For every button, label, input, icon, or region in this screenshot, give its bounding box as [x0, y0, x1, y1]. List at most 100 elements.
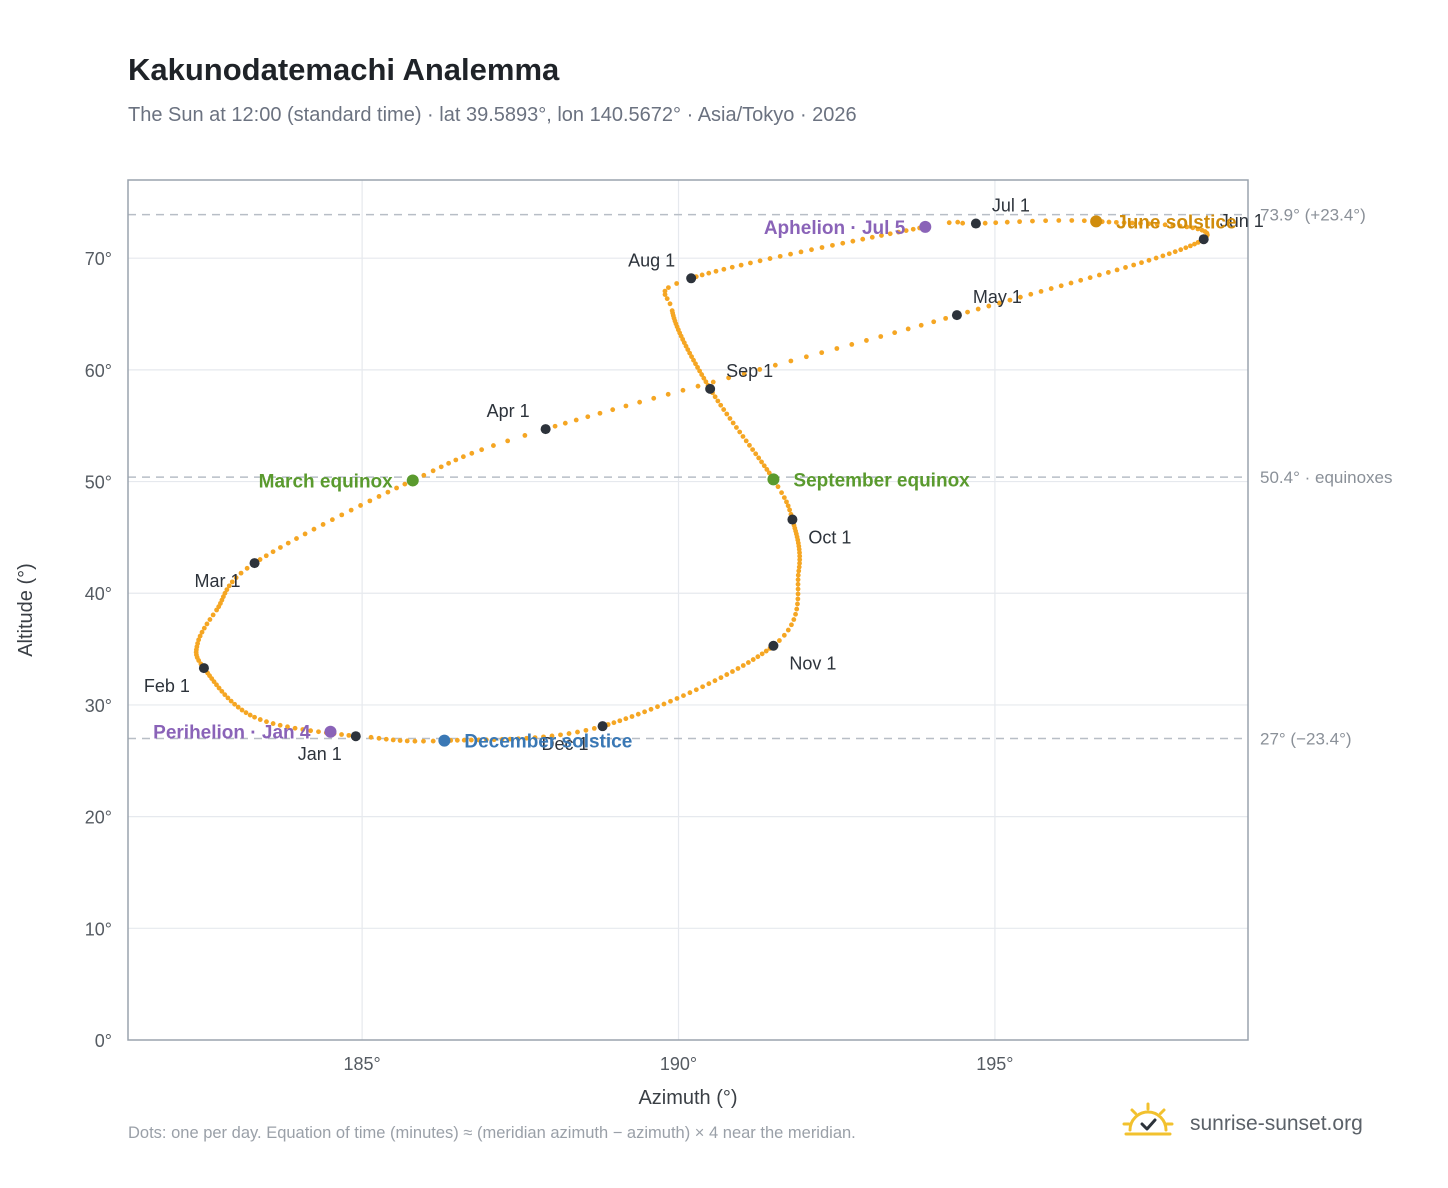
daily-dot [1187, 243, 1193, 249]
daily-dot [438, 464, 444, 470]
daily-dot [376, 735, 382, 741]
daily-dot [1199, 227, 1205, 233]
daily-dot [575, 729, 580, 735]
daily-dot [394, 485, 399, 491]
daily-dot [390, 737, 396, 743]
daily-dot [710, 379, 716, 385]
brand-text[interactable]: sunrise-sunset.org [1190, 1112, 1363, 1135]
daily-dot [270, 549, 276, 555]
daily-dot [795, 591, 801, 597]
daily-dot [446, 460, 452, 466]
daily-dot [712, 394, 718, 400]
daily-dot [1007, 297, 1013, 303]
page-subtitle: The Sun at 12:00 (standard time) · lat 3… [128, 104, 857, 126]
y-tick-label: 30° [85, 696, 112, 716]
daily-dot [903, 228, 909, 234]
daily-dot [879, 233, 884, 238]
daily-dot [522, 433, 528, 438]
daily-dot [468, 737, 474, 743]
daily-dot [795, 581, 801, 587]
daily-dot [1038, 289, 1044, 294]
y-tick-label: 70° [85, 249, 112, 269]
daily-dot [730, 669, 735, 674]
daily-dot [892, 330, 898, 336]
daily-dot [224, 587, 230, 593]
reference-label: 50.4° · equinoxes [1260, 468, 1393, 487]
daily-dot [726, 375, 732, 381]
daily-dot [397, 738, 403, 743]
daily-dot [210, 612, 216, 618]
daily-dot [1129, 220, 1135, 226]
daily-dot [797, 557, 803, 563]
daily-dot [763, 648, 769, 654]
daily-dot [285, 540, 291, 546]
reference-label: 73.9° (+23.4°) [1260, 206, 1366, 225]
daily-dot [623, 403, 629, 409]
daily-dot [195, 641, 201, 646]
daily-dot [772, 362, 778, 368]
daily-dot [235, 704, 241, 710]
grid-layer [128, 180, 1248, 1040]
daily-dot [781, 632, 787, 638]
y-tick-label: 20° [85, 808, 112, 828]
daily-dot [743, 438, 749, 444]
daily-dot [196, 637, 202, 643]
daily-dot [795, 586, 801, 592]
daily-dot [1184, 224, 1190, 230]
daily-dot [860, 236, 866, 242]
month-label: Jan 1 [298, 744, 342, 764]
daily-dot [819, 245, 825, 250]
daily-dot [796, 564, 802, 570]
daily-dot [1146, 221, 1152, 227]
daily-dot [207, 617, 213, 622]
daily-dot [216, 685, 222, 691]
daily-dot [905, 326, 911, 332]
daily-dot [955, 219, 961, 225]
month-marker [686, 273, 697, 284]
brand[interactable]: sunrise-sunset.org [1120, 1100, 1390, 1148]
daily-dot [1154, 221, 1160, 227]
daily-dot [204, 621, 210, 627]
daily-dot [225, 695, 231, 701]
daily-dot [232, 701, 238, 707]
daily-dot [699, 372, 705, 377]
daily-dot [1166, 251, 1172, 257]
daily-dot [809, 247, 814, 253]
daily-dot [740, 663, 746, 668]
month-marker [350, 731, 361, 742]
month-marker [970, 218, 981, 229]
event-markers: March equinox September equinox June solst… [153, 212, 1236, 752]
daily-dot [244, 565, 250, 571]
daily-dot [1160, 253, 1166, 259]
daily-dot [505, 438, 511, 444]
daily-dot [975, 306, 981, 312]
footnote: Dots: one per day. Equation of time (min… [128, 1124, 856, 1142]
daily-dot [270, 721, 276, 726]
daily-dot [715, 398, 721, 404]
daily-dot [795, 596, 801, 602]
daily-dot [524, 735, 530, 741]
daily-dot [695, 383, 701, 389]
daily-dot [1192, 241, 1197, 247]
daily-dot [611, 720, 617, 726]
daily-dot [756, 455, 762, 461]
daily-dot [1004, 219, 1010, 225]
x-tick-label: 195° [976, 1054, 1013, 1074]
daily-dot [302, 531, 308, 537]
month-marker [787, 514, 798, 525]
daily-dot [199, 629, 205, 635]
axis-ticks: 0° 10° 20° 30° 40° 50° 60° 70° 185° 190° 195° [85, 249, 1014, 1074]
daily-dot [965, 309, 970, 315]
daily-dot [741, 371, 747, 377]
y-tick-label: 60° [85, 361, 112, 381]
daily-dot [479, 447, 485, 453]
daily-dot [358, 503, 363, 508]
daily-dot [642, 709, 648, 715]
daily-dot [1123, 265, 1128, 270]
y-tick-label: 0° [95, 1031, 112, 1051]
month-label: Jul 1 [992, 196, 1030, 216]
daily-dot [785, 627, 791, 633]
daily-dot [300, 727, 306, 732]
daily-dot [737, 429, 743, 435]
daily-dot [629, 714, 635, 719]
